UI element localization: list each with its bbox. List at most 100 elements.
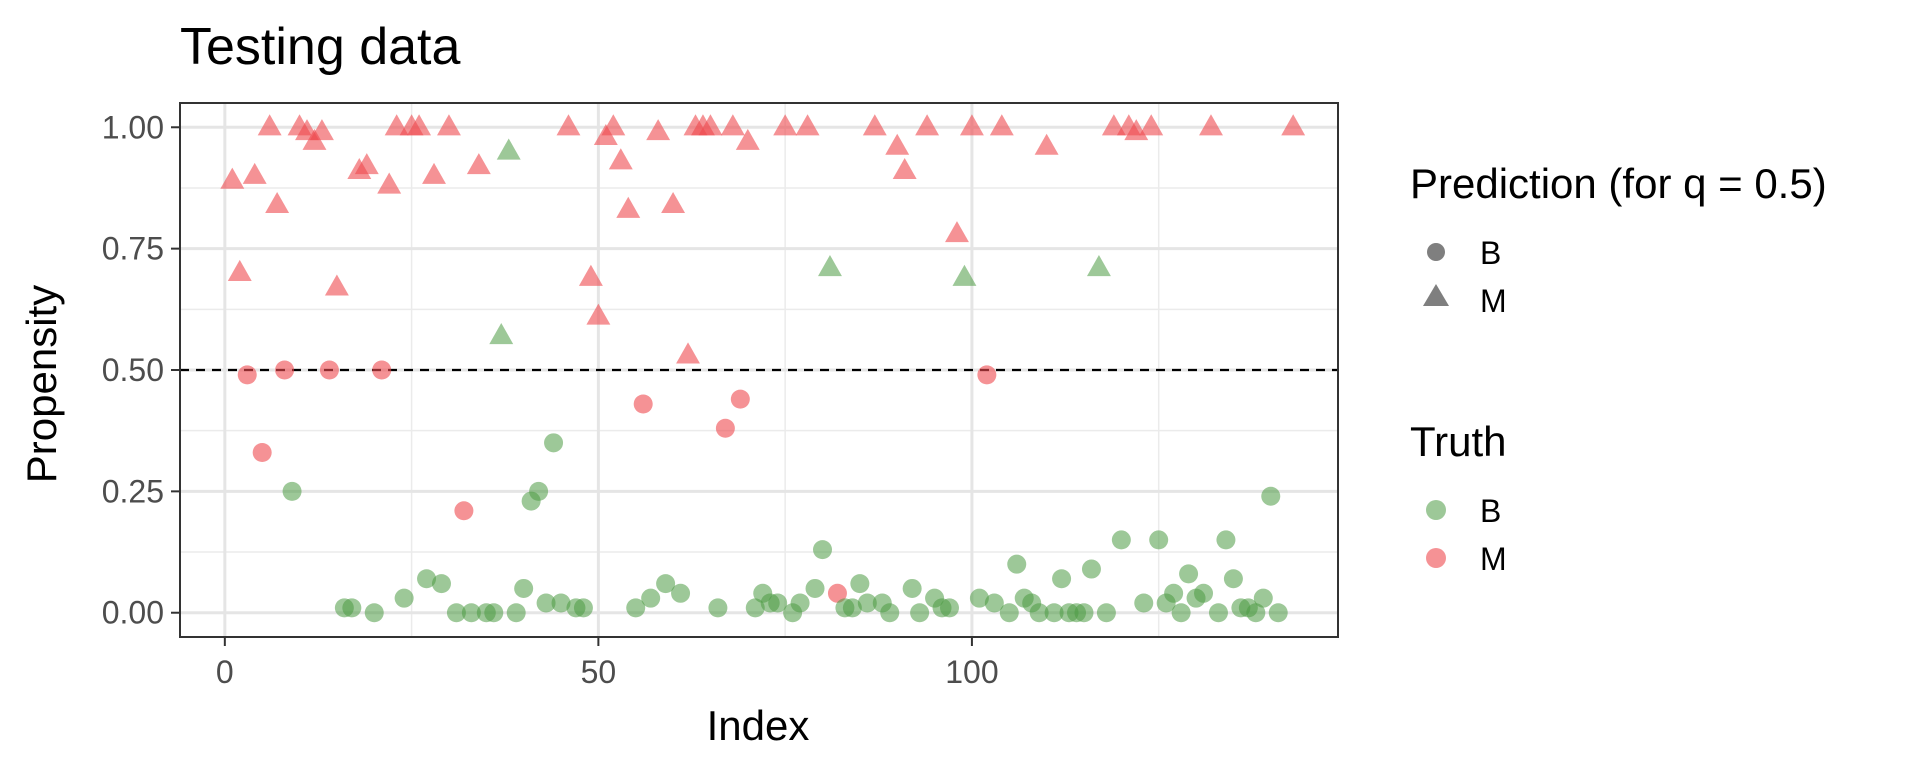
data-point (275, 360, 295, 380)
data-point (573, 598, 593, 618)
data-point (616, 196, 641, 218)
data-point (1074, 603, 1094, 623)
data-point (708, 598, 728, 618)
data-point (656, 574, 676, 594)
data-point (454, 501, 474, 521)
data-point (661, 191, 686, 214)
data-point (461, 603, 481, 623)
data-point (227, 259, 252, 281)
data-point (1246, 603, 1266, 623)
y-tick-label: 0.50 (102, 352, 164, 388)
data-point (372, 360, 392, 380)
data-point (1149, 530, 1169, 550)
data-point (417, 569, 437, 589)
x-tick-label: 100 (945, 654, 998, 690)
data-point (850, 574, 870, 594)
legend-color-title: Truth (1410, 418, 1506, 465)
data-point (1223, 569, 1243, 589)
data-point (940, 598, 960, 618)
data-point (646, 119, 671, 141)
data-point (641, 588, 661, 608)
data-point (795, 114, 820, 136)
data-point (608, 148, 633, 170)
data-point (720, 114, 745, 136)
data-point (1179, 564, 1199, 584)
legend-shape-label-b: B (1480, 235, 1501, 271)
data-point (496, 138, 521, 160)
data-point (969, 588, 989, 608)
data-point (1007, 554, 1027, 574)
legend-shape-title: Prediction (for q = 0.5) (1410, 160, 1827, 207)
data-point (984, 593, 1004, 613)
x-tick-label: 0 (216, 654, 234, 690)
ticks-layer: 0.00 0.25 0.50 0.75 1.00 0 50 100 (102, 109, 999, 690)
data-point (364, 603, 384, 623)
data-point (422, 162, 446, 184)
data-point (805, 578, 825, 598)
data-point (1134, 593, 1154, 613)
data-point (1164, 583, 1184, 603)
legend-color-label-m: M (1480, 541, 1507, 577)
data-point (601, 114, 626, 136)
data-point (698, 114, 723, 136)
data-point (745, 598, 765, 618)
data-point (354, 153, 379, 175)
data-point (671, 583, 691, 603)
data-point (1052, 569, 1072, 589)
data-point (578, 264, 603, 286)
data-point (676, 342, 700, 364)
data-point (237, 365, 257, 385)
data-point (220, 167, 245, 189)
data-point (257, 114, 282, 136)
data-point (586, 303, 611, 325)
data-point (1139, 114, 1164, 136)
data-point (999, 603, 1019, 623)
data-point (536, 593, 556, 613)
data-point (1096, 603, 1116, 623)
data-point (1199, 114, 1223, 136)
x-tick-label: 50 (581, 654, 617, 690)
data-point (529, 481, 549, 501)
data-point (265, 191, 290, 214)
y-tick-label: 0.00 (102, 595, 164, 631)
data-point (633, 394, 653, 414)
legend-triangle-marker (1423, 284, 1449, 306)
data-point (1268, 603, 1288, 623)
data-point (1044, 603, 1064, 623)
data-point (514, 578, 534, 598)
data-point (1171, 603, 1191, 623)
data-point (506, 603, 526, 623)
data-point (885, 133, 910, 155)
data-point (1253, 588, 1273, 608)
data-point (730, 389, 750, 409)
data-point (945, 221, 969, 243)
data-point (1081, 559, 1101, 579)
data-point (989, 114, 1014, 136)
data-point (959, 114, 984, 136)
data-point (892, 157, 917, 180)
data-point (431, 574, 451, 594)
data-point (813, 540, 833, 560)
data-point (735, 128, 760, 150)
data-point (1281, 114, 1306, 136)
data-point (309, 119, 334, 141)
data-point (915, 114, 940, 136)
data-point (1208, 603, 1228, 623)
data-point (489, 323, 514, 345)
data-point (715, 418, 735, 438)
data-point (842, 598, 862, 618)
data-point (910, 603, 930, 623)
data-point (773, 114, 798, 136)
legend-color-marker-b (1426, 500, 1446, 520)
data-point (1111, 530, 1131, 550)
data-point (1216, 530, 1236, 550)
legend-shape-entry-b: B (1427, 235, 1501, 271)
data-point (1261, 486, 1281, 506)
data-point (377, 172, 402, 194)
data-point (902, 578, 922, 598)
y-tick-label: 0.25 (102, 473, 164, 509)
data-point (394, 588, 414, 608)
chart-title: Testing data (180, 18, 460, 76)
